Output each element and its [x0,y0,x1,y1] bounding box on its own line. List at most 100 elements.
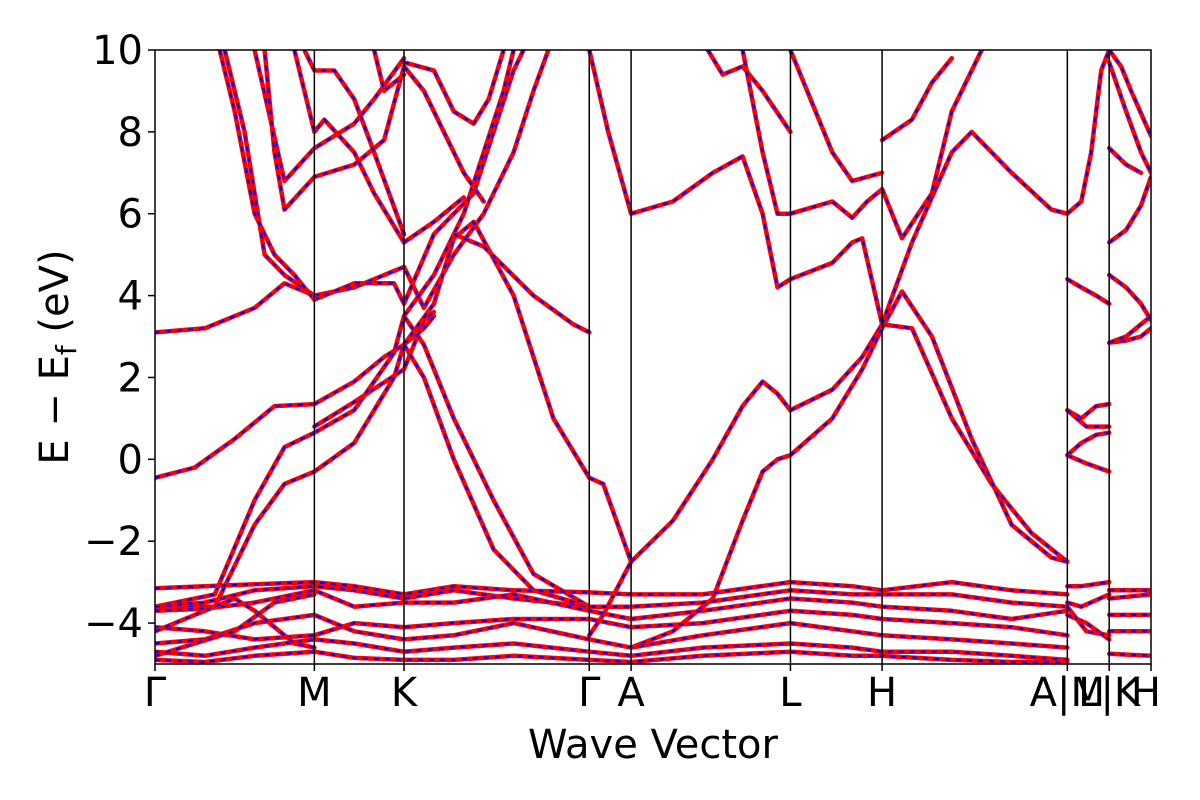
band-3-overlay [313,315,435,406]
band-29-overlay [881,323,1068,563]
band-32-reference [879,50,984,241]
x-tick-label: L|K [1078,670,1142,716]
band-49-overlay [293,50,405,243]
y-axis-title-prefix: E − E [32,355,78,465]
band-33-overlay [881,57,953,142]
band-46-overlay [1108,147,1142,174]
y-tick-label: 0 [118,437,143,483]
y-axis-title-suffix: (eV) [32,249,78,345]
band-33-reference [879,55,955,143]
band-2-reference [155,281,317,335]
band-6-reference [312,342,407,474]
x-tick-label: L [779,670,802,716]
band-37-reference [1065,430,1112,458]
band-14-overlay [403,344,590,608]
band-51-overlay [403,65,485,203]
band-20-overlay [630,380,792,563]
band-44-overlay [1109,327,1151,344]
band-21-reference [628,452,793,650]
band-74-overlay [1109,652,1151,657]
band-5-reference [312,313,407,435]
band-69-overlay [1066,606,1110,637]
band-71-overlay [1109,593,1151,600]
band-13-overlay [403,315,590,608]
band-24-reference [788,236,885,327]
band-17-reference [587,50,634,216]
x-tick-label: H [1131,670,1161,716]
y-tick-label: 4 [118,274,143,320]
band-1-overlay [155,403,315,479]
band-7-reference [155,430,317,609]
x-axis-ticks: Γ M K Γ A L H A|ML|KH [144,664,1161,716]
y-tick-label: 6 [118,192,143,238]
band-30-reference [879,289,1070,564]
band-39-overlay [1066,454,1110,473]
band-2-overlay [155,282,315,334]
band-65-overlay [155,593,315,657]
band-7-overlay [155,431,315,608]
band-54-overlay [373,50,405,92]
band-24-overlay [790,237,884,325]
y-tick-label: 2 [118,355,143,401]
band-5-overlay [313,315,406,434]
band-55-overlay [223,50,316,297]
band-13-reference [401,313,592,609]
band-53-overlay [403,196,465,244]
band-1-reference [155,401,317,481]
x-tick-label: Γ [144,670,167,716]
band-10-overlay [313,50,525,305]
x-axis-title: Wave Vector [528,722,779,768]
band-22-reference [705,50,793,135]
band-40-overlay [1108,50,1151,137]
band-16-overlay [588,476,633,563]
band-12-overlay [403,220,591,479]
band-21-overlay [630,454,791,649]
band-35-overlay [1066,278,1110,305]
band-64-overlay [155,597,315,649]
band-41-overlay [1108,61,1151,174]
band-25-reference [788,322,885,413]
band-26-overlay [789,327,884,457]
x-tick-label: Γ [578,670,601,716]
band-8-overlay [155,470,315,608]
band-56-overlay [218,50,316,301]
band-34-overlay [1066,50,1111,215]
y-axis-ticks: 10 8 6 4 2 0 −2 −4 [84,28,155,647]
band-67-reference [1065,592,1112,609]
band-28-reference [788,50,885,184]
band-36-overlay [1066,403,1110,420]
band-52-overlay [403,50,505,125]
x-tick-label: H [867,670,897,716]
band-lines [155,50,1151,664]
band-50-overlay [303,50,406,235]
band-63-overlay [155,650,1068,664]
y-tick-label: −2 [84,519,143,565]
band-69-reference [1065,604,1112,638]
band-9-overlay [314,50,550,309]
band-32-overlay [881,50,983,240]
band-38-overlay [1066,409,1110,428]
band-15-overlay [453,233,590,334]
x-tick-label: K [391,670,419,716]
band-47-reference [252,50,407,184]
x-tick-label: A [617,670,645,716]
band-42-overlay [1108,176,1151,244]
band-45-reference [1106,313,1151,345]
high-symmetry-lines [313,50,1110,664]
band-6-overlay [313,344,406,473]
plot-frame [154,49,1152,665]
y-tick-label: −4 [84,601,143,647]
y-axis-title: E − Ef (eV) [32,249,83,464]
band-16-reference [587,475,634,564]
band-28-overlay [789,50,883,183]
band-31-reference [879,129,1070,327]
band-67-overlay [1066,593,1110,608]
band-66-overlay [1067,581,1110,588]
x-tick-label: A|M [1030,670,1105,716]
band-43-reference [1106,272,1151,323]
band-20-reference [628,379,793,564]
band-11-overlay [403,50,515,317]
band-23-overlay [741,50,791,215]
band-30-overlay [881,290,1068,563]
